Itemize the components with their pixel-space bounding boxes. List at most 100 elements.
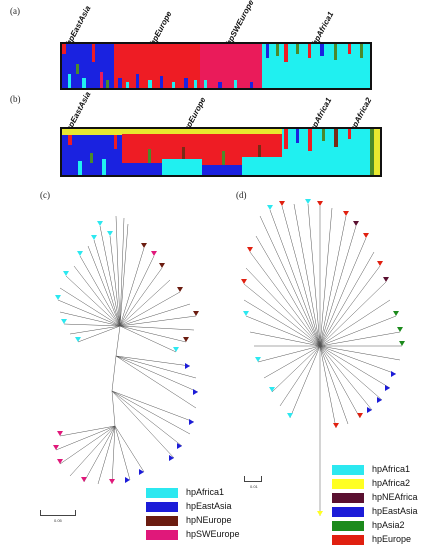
tree-c-branches — [55, 215, 199, 485]
admix-segment — [370, 129, 374, 175]
tree-c-scale-bar — [40, 510, 76, 516]
tip-africa1 — [91, 235, 97, 240]
tip-eastasia — [385, 385, 390, 391]
tip-africa1 — [61, 319, 67, 324]
admix-segment — [284, 44, 288, 62]
admix-segment — [114, 135, 117, 149]
tip-africa1 — [77, 251, 83, 256]
tip-eastasia — [367, 407, 372, 413]
tree-d-scale-label: 0.01 — [250, 484, 258, 489]
tip-sweurope — [57, 431, 63, 436]
legend-label: hpSWEurope — [186, 529, 240, 539]
legend-swatch — [332, 465, 364, 475]
admix-segment — [100, 72, 103, 88]
tip-eastasia — [125, 477, 130, 483]
legend-swatch — [332, 507, 364, 517]
admix-segment — [68, 74, 71, 88]
legend-label: hpNEurope — [186, 515, 232, 525]
admix-segment — [266, 44, 269, 58]
tip-asia2 — [399, 341, 405, 346]
tip-africa1 — [55, 295, 61, 300]
admix-segment — [162, 159, 202, 175]
tree-c-tips — [53, 221, 199, 484]
tip-eastasia — [185, 363, 190, 369]
tip-neafrica — [383, 277, 389, 282]
legend-swatch — [146, 530, 178, 540]
tip-sweurope — [81, 477, 87, 482]
legend-label: hpAfrica1 — [372, 464, 411, 474]
admix-segment — [76, 64, 79, 74]
admix-segment — [258, 145, 261, 157]
admix-segment — [92, 44, 95, 62]
tip-eastasia — [377, 397, 382, 403]
legend-label: hpAsia2 — [372, 520, 405, 530]
structure-plot-a — [60, 42, 372, 90]
tip-africa1 — [287, 413, 293, 418]
legend-swatch — [332, 479, 364, 489]
admix-segment — [360, 44, 363, 58]
tip-europe — [317, 201, 323, 206]
tree-d-scale-bar — [244, 476, 262, 482]
tip-africa1 — [75, 337, 81, 342]
structure-a-block-sweurope — [200, 44, 262, 88]
admix-segment — [348, 44, 351, 54]
tip-sweurope — [57, 459, 63, 464]
admix-segment — [202, 165, 242, 175]
legend-d-row-neafrica: hpNEAfrica — [332, 492, 432, 505]
admix-segment — [218, 82, 222, 88]
admix-segment — [68, 135, 72, 145]
legend-swatch — [332, 535, 364, 545]
tip-africa1 — [255, 357, 261, 362]
tip-europe — [279, 201, 285, 206]
tree-c-scale-label: 0.05 — [54, 518, 62, 523]
panel-b-letter: (b) — [10, 94, 21, 104]
admix-segment — [122, 129, 282, 134]
legend-label: hpAfrica1 — [186, 487, 225, 497]
tip-sweurope — [151, 251, 157, 256]
phylo-tree-c — [53, 215, 199, 485]
admix-segment — [126, 82, 129, 88]
structure-b-block-africa1 — [282, 129, 370, 175]
tree-d-branches — [243, 203, 402, 516]
legend-label: hpEurope — [372, 534, 412, 544]
legend-d-row-asia2: hpAsia2 — [332, 520, 432, 533]
legend-swatch — [146, 488, 178, 498]
legend-d-row-eastasia: hpEastAsia — [332, 506, 432, 519]
tip-europe — [247, 247, 253, 252]
admix-segment — [222, 151, 225, 165]
legend-label: hpEastAsia — [372, 506, 418, 516]
tip-neurope — [177, 287, 183, 292]
tree-c-trunk — [111, 325, 121, 427]
tip-eastasia — [169, 455, 174, 461]
structure-plot-b — [60, 127, 382, 177]
admix-segment — [136, 74, 139, 88]
structure-b-block-africa2 — [370, 129, 380, 175]
tip-africa1 — [173, 347, 179, 352]
tip-asia2 — [397, 327, 403, 332]
tip-eastasia — [139, 469, 144, 475]
admix-segment — [62, 44, 66, 54]
admix-segment — [250, 82, 253, 88]
structure-b-svg — [62, 129, 380, 175]
tip-eastasia — [189, 419, 194, 425]
legend-swatch — [332, 493, 364, 503]
admix-segment — [296, 44, 299, 54]
admix-segment — [348, 129, 351, 139]
legend-c-row-neurope: hpNEurope — [146, 515, 246, 528]
tip-neurope — [183, 337, 189, 342]
tip-africa2 — [317, 511, 323, 516]
tip-europe — [377, 261, 383, 266]
admix-segment — [234, 80, 237, 88]
admix-segment — [160, 76, 163, 88]
phylo-tree-d — [241, 199, 405, 516]
admix-segment — [148, 149, 151, 163]
admix-segment — [102, 159, 106, 175]
tip-neurope — [159, 263, 165, 268]
tip-sweurope — [53, 445, 59, 450]
admix-segment — [82, 78, 86, 88]
legend-d-row-africa2: hpAfrica2 — [332, 478, 432, 491]
admix-segment — [308, 44, 311, 58]
tip-eastasia — [391, 371, 396, 377]
tip-africa1 — [63, 271, 69, 276]
tree-d-tips — [241, 199, 405, 516]
